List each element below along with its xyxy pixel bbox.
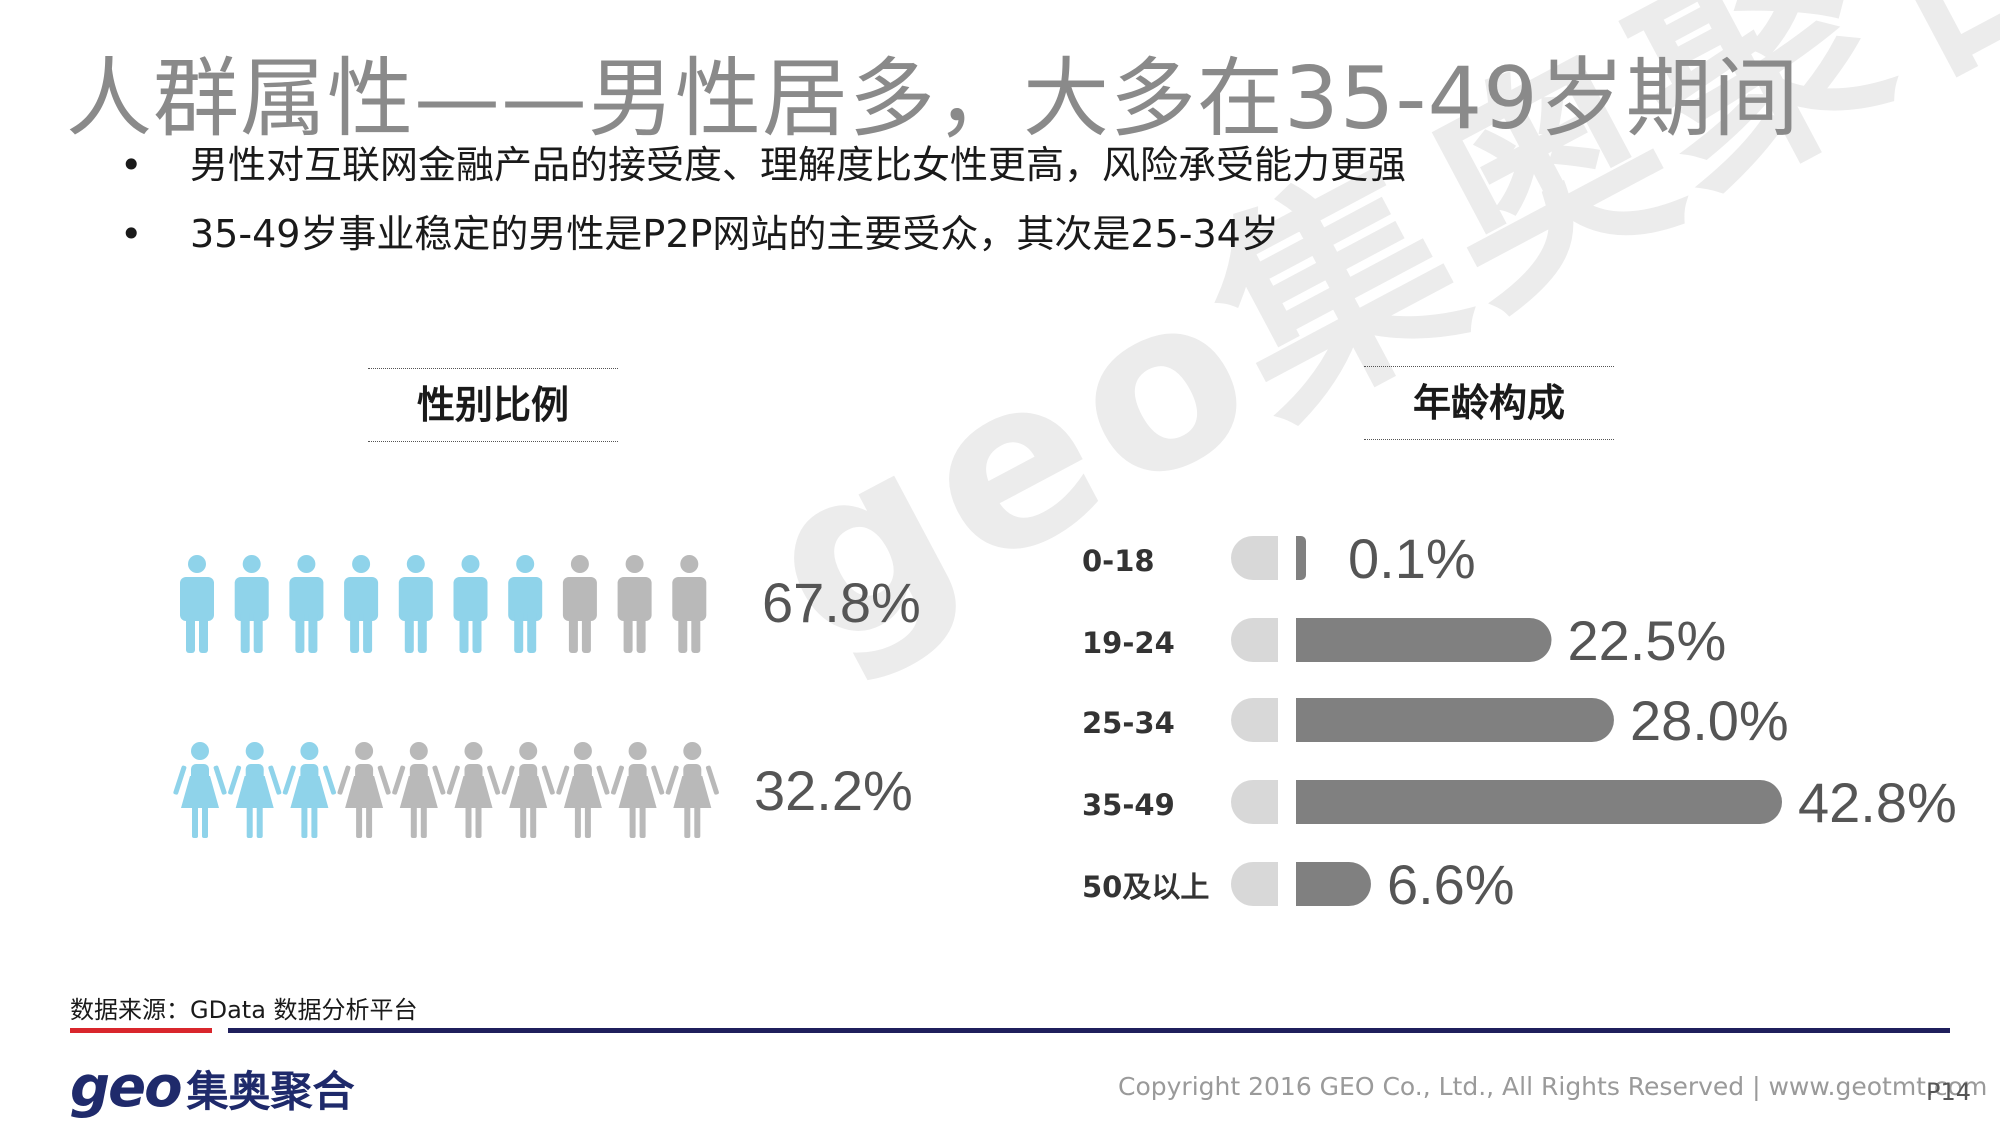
male-person-icon [562,555,597,653]
footer-rule-navy [228,1028,1950,1033]
age-bar-left-edge [1296,780,1318,824]
age-bar [1296,618,1552,662]
age-category-label: 25-34 [1082,706,1175,740]
bullet-dot-icon: • [120,143,143,187]
bullet-1-text: 男性对互联网金融产品的接受度、理解度比女性更高，风险承受能力更强 [190,143,1407,187]
age-value-label: 0.1% [1348,527,1476,590]
male-person-icon [344,555,379,653]
female-person-icon [228,742,282,838]
copyright: Copyright 2016 GEO Co., Ltd., All Rights… [1118,1072,1988,1101]
age-value-label: 28.0% [1630,689,1789,752]
age-value-label: 22.5% [1567,609,1726,672]
logo-geo-text: geo [70,1055,183,1120]
age-value-label: 6.6% [1387,853,1515,916]
company-logo: geo 集奥聚合 [70,1055,355,1120]
bullet-dot-icon: • [120,212,143,256]
bullet-2: • 35-49岁事业稳定的男性是P2P网站的主要受众，其次是25-34岁 [120,203,1279,258]
male-person-icon [453,555,488,653]
page-number: P14 [1926,1078,1972,1106]
age-value-label: 42.8% [1798,771,1957,834]
male-percent-label: 67.8% [762,571,921,634]
bar-cap [1231,862,1278,906]
bullet-1: • 男性对互联网金融产品的接受度、理解度比女性更高，风险承受能力更强 [120,134,1406,189]
age-category-label: 35-49 [1082,788,1175,822]
age-category-label: 19-24 [1082,626,1175,660]
age-heading: 年龄构成 [1364,366,1614,440]
age-category-label: 0-18 [1082,544,1155,578]
female-percent-label: 32.2% [754,759,913,822]
age-bar-left-edge [1296,698,1318,742]
male-person-icon [508,555,543,653]
age-bar [1296,698,1614,742]
male-person-icon [617,555,652,653]
bullet-2-text: 35-49岁事业稳定的男性是P2P网站的主要受众，其次是25-34岁 [190,212,1279,256]
page-title: 人群属性——男性居多，大多在35-49岁期间 [66,49,1800,149]
female-person-icon [501,742,555,838]
female-person-icon [610,742,665,838]
age-bar-left-edge [1296,536,1301,580]
female-person-icon [282,742,337,838]
logo-cn-text: 集奥聚合 [186,1067,355,1116]
female-person-icon [337,742,391,838]
gender-heading: 性别比例 [368,368,618,442]
male-person-icon [180,555,214,653]
age-bar [1296,780,1782,824]
age-bar-left-edge [1296,618,1318,662]
bar-cap [1231,536,1278,580]
female-person-icon [446,742,501,838]
female-person-icon [173,742,227,838]
male-person-icon [234,555,269,653]
bar-cap [1231,618,1278,662]
bar-cap [1231,698,1278,742]
female-person-icon [665,742,719,838]
footer-rule-red [70,1028,212,1033]
male-person-icon [672,555,707,653]
female-person-icon [556,742,610,838]
male-person-icon [398,555,433,653]
age-bar-left-edge [1296,862,1318,906]
male-person-icon [289,555,324,653]
age-category-label: 50及以上 [1082,870,1209,904]
female-person-icon [392,742,446,838]
data-source: 数据来源：GData 数据分析平台 [70,996,418,1024]
bar-cap [1231,780,1278,824]
